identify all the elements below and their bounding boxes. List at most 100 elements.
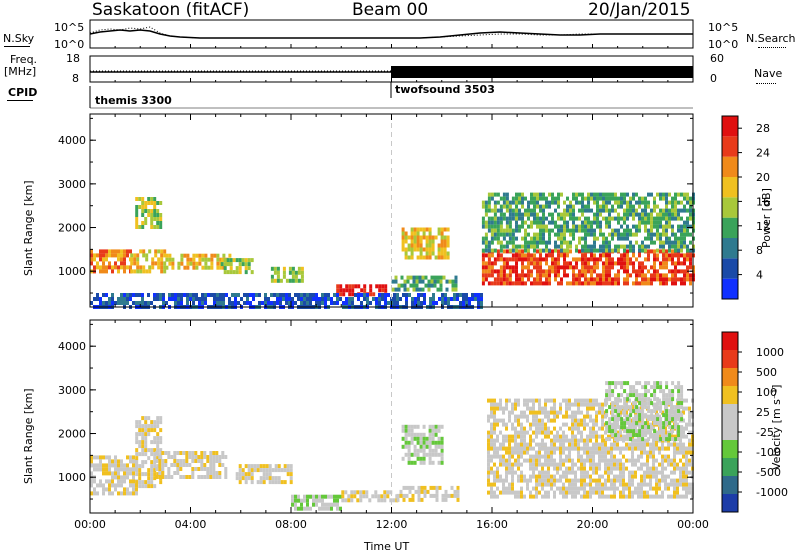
data-cell: [601, 490, 604, 495]
data-cell: [396, 493, 400, 498]
data-cell: [529, 446, 532, 451]
data-cell: [496, 257, 500, 262]
data-cell: [133, 269, 137, 274]
data-cell: [689, 261, 692, 266]
data-cell: [350, 490, 354, 495]
data-cell: [413, 247, 417, 252]
data-cell: [515, 224, 518, 229]
data-cell: [156, 221, 160, 225]
data-cell: [135, 217, 139, 221]
data-cell: [625, 458, 628, 463]
data-cell: [677, 224, 680, 229]
data-cell: [604, 462, 607, 467]
data-cell: [608, 208, 611, 213]
data-cell: [659, 232, 662, 237]
data-cell: [229, 270, 233, 275]
data-cell: [155, 467, 159, 471]
data-cell: [496, 454, 499, 459]
data-cell: [117, 463, 120, 468]
data-cell: [339, 288, 343, 293]
data-cell: [565, 458, 568, 463]
data-cell: [538, 410, 541, 415]
data-cell: [673, 494, 676, 499]
data-cell: [622, 474, 625, 479]
data-cell: [589, 446, 592, 451]
data-cell: [515, 281, 518, 286]
data-cell: [499, 454, 502, 459]
data-cell: [653, 437, 657, 442]
data-cell: [120, 253, 123, 258]
data-cell: [487, 196, 491, 201]
data-cell: [605, 413, 609, 418]
data-cell: [554, 257, 557, 262]
data-cell: [646, 490, 649, 495]
data-cell: [668, 257, 671, 262]
data-cell: [533, 192, 536, 197]
data-cell: [539, 248, 542, 253]
data-cell: [614, 244, 617, 249]
data-cell: [647, 253, 650, 258]
data-cell: [580, 430, 583, 435]
data-cell: [661, 458, 664, 463]
data-cell: [412, 279, 416, 284]
data-cell: [661, 474, 664, 479]
data-cell: [487, 458, 490, 463]
data-cell: [432, 485, 436, 490]
data-cell: [198, 261, 202, 266]
nsearch-label: N.Search: [746, 32, 796, 45]
data-cell: [404, 247, 408, 252]
data-cell: [659, 429, 663, 434]
data-cell: [126, 471, 129, 476]
data-cell: [141, 201, 145, 205]
cpid-label: CPID: [8, 86, 38, 99]
data-cell: [677, 405, 681, 410]
data-cell: [557, 200, 560, 205]
data-cell: [147, 484, 151, 489]
data-cell: [484, 224, 488, 229]
data-cell: [683, 244, 686, 249]
data-cell: [679, 474, 682, 479]
data-cell: [604, 458, 607, 463]
data-cell: [153, 484, 157, 489]
data-cell: [496, 232, 500, 237]
data-cell: [243, 293, 246, 297]
data-cell: [667, 442, 670, 447]
data-cell: [145, 257, 149, 262]
data-cell: [658, 478, 661, 483]
data-cell: [562, 422, 565, 427]
data-cell: [563, 261, 566, 266]
data-cell: [665, 196, 668, 201]
data-cell: [136, 265, 140, 270]
data-cell: [631, 474, 634, 479]
data-cell: [542, 212, 545, 217]
data-cell: [520, 450, 523, 455]
data-cell: [548, 228, 551, 233]
data-cell: [593, 228, 596, 233]
data-cell: [599, 253, 602, 258]
data-cell: [656, 212, 659, 217]
data-cell: [574, 438, 577, 443]
data-cell: [436, 279, 440, 284]
data-cell: [195, 297, 198, 301]
data-cell: [587, 277, 590, 282]
data-cell: [505, 244, 509, 249]
data-cell: [632, 281, 635, 286]
data-cell: [590, 232, 593, 237]
data-cell: [650, 216, 653, 221]
data-cell: [689, 196, 692, 201]
data-cell: [524, 212, 527, 217]
data-cell: [685, 426, 688, 431]
data-cell: [291, 498, 294, 503]
data-cell: [640, 442, 643, 447]
data-cell: [670, 478, 673, 483]
data-cell: [440, 440, 444, 445]
data-cell: [586, 490, 589, 495]
data-cell: [689, 224, 692, 229]
data-cell: [357, 284, 361, 289]
data-cell: [404, 231, 408, 236]
data-cell: [157, 261, 161, 266]
data-cell: [599, 257, 602, 262]
data-cell: [662, 421, 666, 426]
data-cell: [634, 414, 637, 419]
data-cell: [396, 297, 399, 301]
